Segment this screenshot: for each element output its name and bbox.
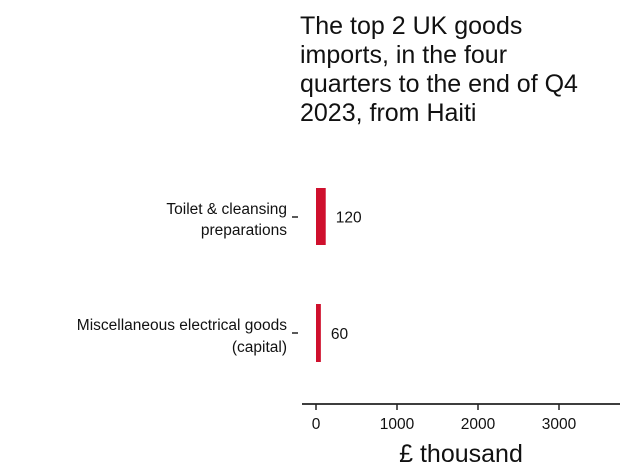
bar-toilet-cleansing-preparations	[316, 188, 326, 245]
x-tick-label-1000: 1000	[380, 416, 415, 433]
bars	[316, 188, 326, 362]
chart-title-line-4: 2023, from Haiti	[300, 99, 476, 127]
data-labels: 120 60	[331, 210, 362, 344]
x-ticks: 0 1000 2000 3000	[312, 404, 577, 433]
x-tick-label-0: 0	[312, 416, 321, 433]
category-label-2-line-2: (capital)	[232, 339, 287, 356]
y-tick-marks	[292, 216, 298, 334]
category-labels: Toilet & cleansing preparations Miscella…	[77, 201, 287, 356]
category-label-2-line-1: Miscellaneous electrical goods	[77, 317, 287, 334]
chart-title-line-2: imports, in the four	[300, 41, 507, 69]
x-axis-title: £ thousand	[399, 440, 523, 468]
x-tick-label-3000: 3000	[542, 416, 577, 433]
bar-misc-electrical-goods-capital	[316, 304, 321, 362]
x-tick-label-2000: 2000	[461, 416, 496, 433]
chart-title-line-3: quarters to the end of Q4	[300, 70, 578, 98]
category-label-1-line-1: Toilet & cleansing	[166, 201, 287, 218]
data-label-1: 120	[336, 210, 362, 227]
chart-title: The top 2 UK goods imports, in the four …	[300, 12, 578, 127]
category-label-1-line-2: preparations	[201, 222, 287, 239]
data-label-2: 60	[331, 326, 349, 343]
chart-title-line-1: The top 2 UK goods	[300, 12, 522, 40]
